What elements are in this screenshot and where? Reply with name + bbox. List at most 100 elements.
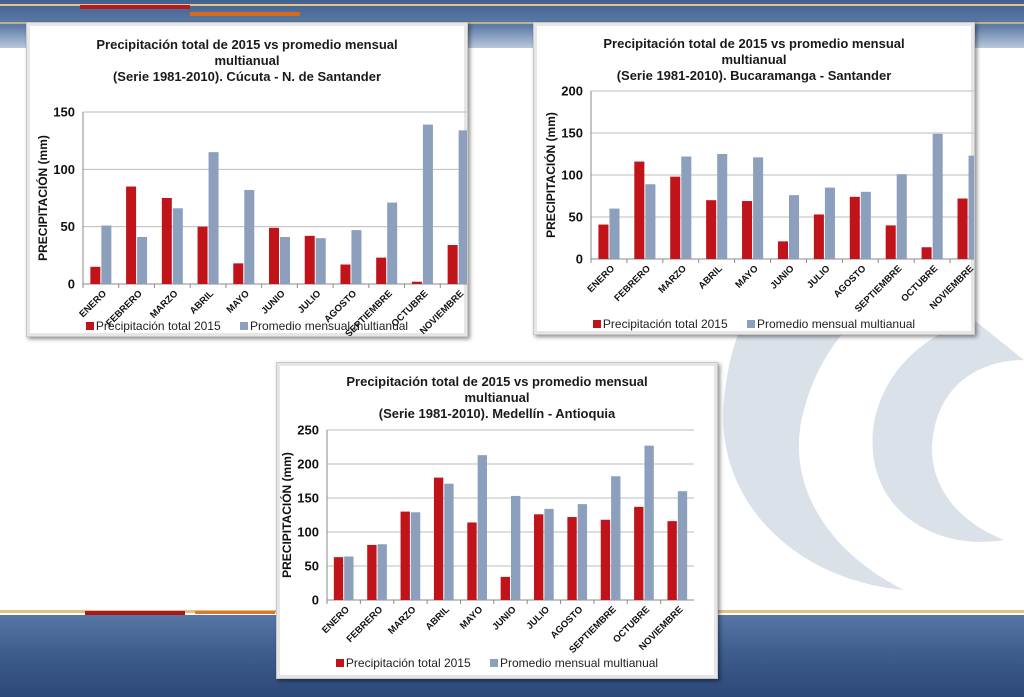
- y-tick-label: 150: [53, 105, 75, 120]
- legend-item-avg: Promedio mensual multianual: [240, 319, 408, 333]
- header-orange-accent: [190, 12, 300, 16]
- x-tick-label: FEBRERO: [612, 263, 653, 304]
- bar-avg-enero: [609, 208, 620, 259]
- x-tick-label: JUNIO: [259, 288, 287, 316]
- bar-avg-octubre: [932, 133, 943, 259]
- x-tick-label: MAYO: [225, 288, 252, 315]
- chart-title-line-1: Precipitación total de 2015 vs promedio …: [346, 374, 648, 389]
- x-tick-label: JULIO: [296, 288, 324, 316]
- y-tick-label: 100: [53, 162, 75, 177]
- bar-2015-enero: [90, 266, 101, 284]
- bar-2015-enero: [333, 557, 344, 600]
- y-tick-label: 50: [569, 210, 583, 225]
- bar-2015-mayo: [233, 263, 244, 284]
- bar-avg-julio: [544, 508, 554, 600]
- bar-2015-agosto: [567, 517, 577, 600]
- bar-2015-febrero: [367, 544, 377, 600]
- legend-swatch-2015: [85, 322, 94, 330]
- chart-title: Precipitación total de 2015 vs promedio …: [277, 374, 717, 422]
- bar-avg-agosto: [577, 504, 588, 600]
- bar-2015-abril: [706, 200, 717, 259]
- bar-2015-agosto: [849, 196, 860, 259]
- bar-2015-marzo: [400, 511, 410, 600]
- bar-2015-junio: [500, 576, 510, 600]
- y-tick-label: 250: [297, 423, 319, 438]
- chart-legend: Precipitación total 2015 Promedio mensua…: [27, 319, 467, 333]
- bar-2015-abril: [433, 477, 444, 600]
- x-tick-label: ENERO: [77, 288, 109, 320]
- bar-avg-mayo: [244, 189, 255, 284]
- bar-avg-abril: [717, 154, 728, 259]
- legend-item-avg: Promedio mensual multianual: [747, 317, 915, 331]
- x-tick-label: MARZO: [148, 288, 180, 320]
- bar-avg-enero: [101, 225, 112, 284]
- bar-2015-mayo: [467, 522, 477, 600]
- chart-legend: Precipitación total 2015 Promedio mensua…: [277, 656, 717, 670]
- bar-avg-octubre: [644, 445, 654, 600]
- chart-title: Precipitación total de 2015 vs promedio …: [27, 37, 467, 85]
- bar-avg-julio: [315, 238, 326, 284]
- bar-2015-septiembre: [885, 225, 896, 259]
- x-tick-label: MAYO: [458, 604, 485, 631]
- bar-2015-octubre: [921, 247, 932, 259]
- bar-2015-octubre: [634, 506, 644, 600]
- chart-title-line-2: multianual: [721, 52, 787, 67]
- legend-label-2015: Precipitación total 2015: [345, 656, 471, 670]
- bar-avg-octubre: [422, 124, 433, 284]
- bar-avg-noviembre: [968, 155, 974, 259]
- x-tick-label: MARZO: [656, 263, 688, 295]
- y-tick-label: 0: [68, 277, 75, 292]
- x-tick-label: ENERO: [320, 604, 352, 636]
- bar-2015-agosto: [340, 264, 351, 284]
- header-gold-line: [0, 4, 1024, 6]
- x-tick-label: JULIO: [805, 263, 833, 291]
- legend-label-2015: Precipitación total 2015: [602, 317, 728, 331]
- y-tick-label: 50: [305, 559, 319, 574]
- legend-label-avg: Promedio mensual multianual: [250, 319, 409, 333]
- x-tick-label: JULIO: [524, 604, 552, 632]
- legend-item-2015: Precipitación total 2015: [335, 656, 471, 670]
- bar-avg-agosto: [351, 230, 362, 284]
- chart-title-line-3: (Serie 1981-2010). Medellín - Antioquia: [378, 406, 616, 421]
- bar-avg-marzo: [172, 208, 183, 284]
- bar-avg-febrero: [137, 236, 148, 284]
- bar-2015-septiembre: [600, 519, 611, 600]
- bar-avg-abril: [208, 152, 219, 284]
- legend-swatch-avg: [490, 659, 498, 667]
- x-tick-label: ABRIL: [696, 263, 724, 291]
- bar-avg-noviembre: [458, 130, 467, 284]
- legend-swatch-2015: [335, 659, 344, 667]
- legend-swatch-avg: [240, 322, 248, 330]
- bar-avg-noviembre: [677, 491, 688, 600]
- legend-label-avg: Promedio mensual multianual: [757, 317, 916, 331]
- bar-2015-marzo: [161, 198, 172, 284]
- y-tick-label: 0: [576, 252, 583, 267]
- chart-title-line-2: multianual: [214, 53, 280, 68]
- bar-2015-mayo: [742, 201, 753, 259]
- x-tick-label: JUNIO: [490, 604, 518, 632]
- bar-2015-abril: [197, 226, 208, 284]
- legend-swatch-avg: [747, 320, 755, 328]
- bar-2015-julio: [813, 214, 824, 259]
- bar-2015-noviembre: [447, 245, 458, 284]
- bar-avg-junio: [280, 236, 291, 284]
- bar-2015-marzo: [670, 176, 681, 259]
- x-tick-label: ABRIL: [424, 604, 452, 632]
- x-tick-label: ABRIL: [188, 288, 216, 316]
- bar-avg-julio: [824, 187, 835, 259]
- chart-legend: Precipitación total 2015 Promedio mensua…: [534, 317, 974, 331]
- y-axis-label: PRECIPITACIÓN (mm): [279, 452, 294, 578]
- bar-2015-febrero: [126, 186, 137, 284]
- bar-avg-mayo: [477, 455, 487, 600]
- chart-panel-cucuta: Precipitación total de 2015 vs promedio …: [26, 22, 468, 337]
- y-axis-label: PRECIPITACIÓN (mm): [543, 112, 558, 238]
- bar-avg-febrero: [377, 544, 387, 600]
- y-tick-label: 200: [297, 457, 319, 472]
- chart-title-line-1: Precipitación total de 2015 vs promedio …: [96, 37, 398, 52]
- header-red-accent: [80, 5, 190, 9]
- bar-2015-octubre: [411, 281, 422, 284]
- y-tick-label: 0: [312, 593, 319, 608]
- bar-2015-enero: [598, 224, 609, 259]
